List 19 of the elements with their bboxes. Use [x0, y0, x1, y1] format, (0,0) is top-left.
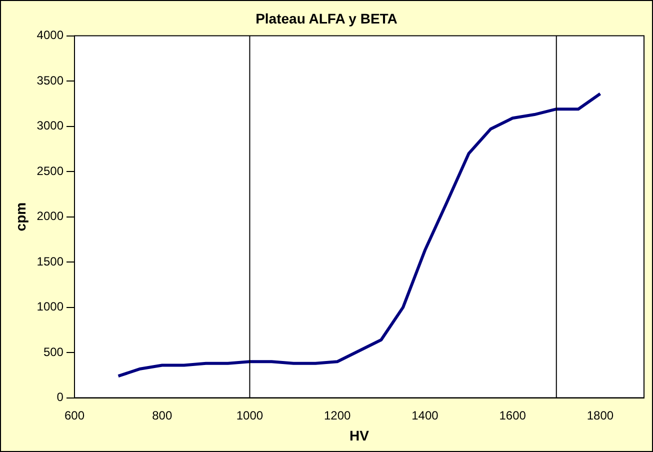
- y-tick-label: 0: [56, 390, 64, 404]
- y-tick-label: 2500: [36, 164, 64, 178]
- y-tick-label: 3500: [36, 73, 64, 88]
- chart-title: Plateau ALFA y BETA: [256, 10, 398, 26]
- y-tick-label: 1500: [36, 254, 64, 268]
- y-tick-label: 2000: [36, 209, 64, 224]
- x-axis-title: HV: [350, 427, 370, 444]
- y-tick-label: 4000: [36, 28, 64, 42]
- x-tick-label: 1800: [586, 408, 614, 422]
- y-tick-label: 3000: [36, 118, 64, 133]
- x-tick-label: 1200: [324, 408, 352, 422]
- x-tick-label: 1600: [499, 408, 526, 422]
- x-tick-label: 1000: [236, 408, 264, 422]
- y-axis-title: cpm: [12, 202, 28, 232]
- y-tick-label: 500: [43, 344, 64, 359]
- x-tick-label: 600: [64, 408, 85, 422]
- y-tick-label: 1000: [36, 300, 64, 314]
- x-tick-label: 800: [152, 408, 172, 422]
- x-tick-label: 1400: [412, 408, 439, 422]
